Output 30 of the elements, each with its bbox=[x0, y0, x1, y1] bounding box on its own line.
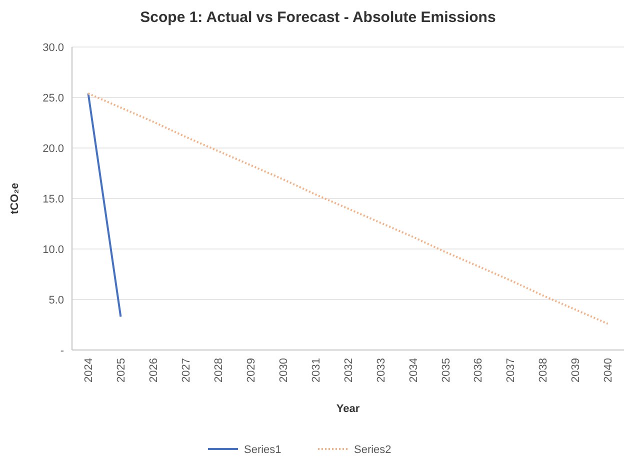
x-tick-label: 2024 bbox=[83, 358, 96, 382]
x-tick-label: 2037 bbox=[505, 358, 518, 382]
legend-label: Series2 bbox=[354, 444, 392, 456]
x-tick-label: 2027 bbox=[180, 358, 192, 382]
line-series bbox=[87, 92, 609, 325]
x-tick-label: 2040 bbox=[602, 358, 615, 382]
x-tick-label: 2033 bbox=[375, 358, 388, 382]
y-tick-label: 20.0 bbox=[42, 142, 64, 155]
y-tick-label: 5.0 bbox=[48, 294, 64, 306]
y-tick-label: 30.0 bbox=[42, 42, 64, 54]
chart-title: Scope 1: Actual vs Forecast - Absolute Emissions bbox=[140, 9, 496, 26]
y-tick-label: 15.0 bbox=[42, 193, 64, 206]
y-axis-title: tCO₂e bbox=[9, 182, 21, 214]
x-tick-label: 2025 bbox=[116, 358, 128, 382]
x-tick-label: 2038 bbox=[538, 358, 550, 382]
x-tick-label: 2032 bbox=[342, 358, 355, 382]
y-tick-label: - bbox=[60, 344, 64, 357]
y-tick-label: 10.0 bbox=[42, 244, 64, 256]
legend-label: Series1 bbox=[244, 444, 282, 456]
x-tick-label: 2029 bbox=[245, 358, 258, 382]
x-tick-label: 2030 bbox=[278, 358, 290, 382]
x-tick-label: 2031 bbox=[310, 358, 322, 382]
x-tick-label: 2036 bbox=[472, 358, 485, 382]
x-tick-label: 2035 bbox=[440, 358, 452, 382]
x-tick-label: 2039 bbox=[570, 358, 582, 382]
x-tick-label: 2034 bbox=[408, 358, 420, 382]
x-axis-title: Year bbox=[336, 403, 360, 415]
x-tick-label: 2026 bbox=[148, 358, 160, 382]
x-tick-label: 2028 bbox=[212, 358, 225, 382]
y-tick-label: 25.0 bbox=[42, 92, 64, 104]
